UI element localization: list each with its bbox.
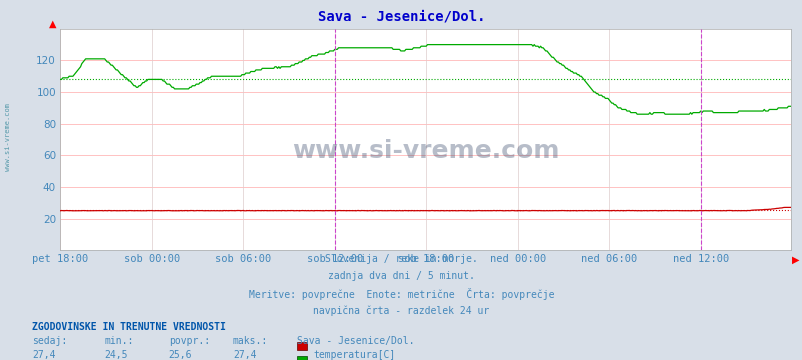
Text: ▲: ▲ bbox=[49, 19, 56, 29]
Text: navpična črta - razdelek 24 ur: navpična črta - razdelek 24 ur bbox=[313, 306, 489, 316]
Text: maks.:: maks.: bbox=[233, 336, 268, 346]
Text: Sava - Jesenice/Dol.: Sava - Jesenice/Dol. bbox=[297, 336, 414, 346]
Text: 27,4: 27,4 bbox=[233, 350, 256, 360]
Text: temperatura[C]: temperatura[C] bbox=[313, 350, 395, 360]
Text: zadnja dva dni / 5 minut.: zadnja dva dni / 5 minut. bbox=[328, 271, 474, 281]
Text: Slovenija / reke in morje.: Slovenija / reke in morje. bbox=[325, 254, 477, 264]
Text: ▶: ▶ bbox=[791, 255, 798, 265]
Text: 24,5: 24,5 bbox=[104, 350, 128, 360]
Text: Meritve: povprečne  Enote: metrične  Črta: povprečje: Meritve: povprečne Enote: metrične Črta:… bbox=[249, 288, 553, 300]
Text: 25,6: 25,6 bbox=[168, 350, 192, 360]
Text: www.si-vreme.com: www.si-vreme.com bbox=[291, 139, 559, 163]
Text: Sava - Jesenice/Dol.: Sava - Jesenice/Dol. bbox=[318, 9, 484, 23]
Text: 27,4: 27,4 bbox=[32, 350, 55, 360]
Text: ZGODOVINSKE IN TRENUTNE VREDNOSTI: ZGODOVINSKE IN TRENUTNE VREDNOSTI bbox=[32, 322, 225, 332]
Text: min.:: min.: bbox=[104, 336, 134, 346]
Text: povpr.:: povpr.: bbox=[168, 336, 209, 346]
Text: sedaj:: sedaj: bbox=[32, 336, 67, 346]
Text: www.si-vreme.com: www.si-vreme.com bbox=[5, 103, 11, 171]
